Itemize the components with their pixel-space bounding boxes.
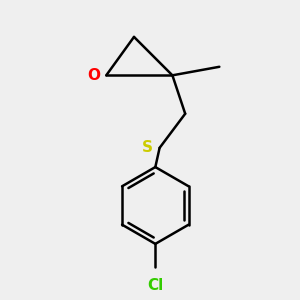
Text: Cl: Cl [147, 278, 164, 293]
Text: S: S [142, 140, 153, 155]
Text: O: O [87, 68, 100, 83]
